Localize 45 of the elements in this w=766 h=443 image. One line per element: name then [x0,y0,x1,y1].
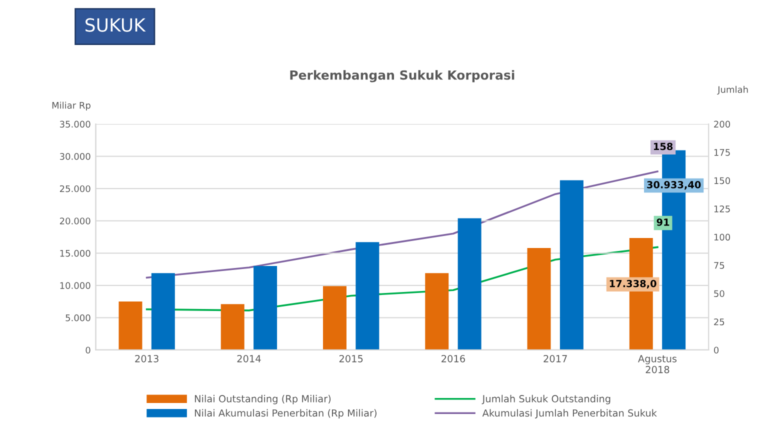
y-tick-label: 0 [86,346,90,354]
y2-tick-label: 0 [714,346,719,354]
bar [118,302,142,350]
data-label: 30.933,40 [647,181,701,190]
y-tick-label: 25.000 [60,185,90,192]
x-tick-label: 2013 [135,355,158,362]
y-tick-label: 35.000 [60,120,90,128]
bar [425,273,449,350]
y2-tick-label: 50 [714,290,724,298]
x-tick-label: 2014 [237,355,261,362]
bar [322,286,346,350]
bar [220,304,244,350]
y2-tick-label: 125 [714,205,730,212]
text: SUKUK [86,18,146,32]
x-tick-label: 2016 [442,355,465,362]
bar [560,180,584,350]
chart-title: Perkembangan Sukuk Korporasi [290,70,514,82]
legend-label: Nilai Akumulasi Penerbitan (Rp Miliar) [194,409,376,419]
y-tick-label: 10.000 [60,282,90,289]
legend-label: Jumlah Sukuk Outstanding [482,394,610,404]
y-tick-label: 30.000 [60,153,90,160]
x-tick-label: 2017 [544,355,567,362]
y2-tick-label: 75 [714,262,724,269]
y2-tick-label: 200 [714,120,730,128]
legend-label: Nilai Outstanding (Rp Miliar) [194,394,331,404]
y2-axis-title: Jumlah [717,86,748,95]
data-label: 158 [654,142,673,150]
bar [151,273,175,350]
y2-tick-label: 100 [714,234,730,241]
y-tick-label: 5.000 [66,314,90,322]
y2-tick-label: 175 [714,149,730,156]
x-tick-label: 2015 [339,355,363,362]
bar [458,218,482,350]
x-tick-label: Agustus 2018 [638,355,677,374]
y2-tick-label: 25 [714,318,724,326]
bar [356,242,380,350]
data-label: 17.338,0 [610,280,656,288]
y2-tick-label: 150 [714,177,730,184]
bar [254,266,278,350]
y-tick-label: 20.000 [60,218,90,224]
data-label: 91 [656,218,670,226]
y-axis-title: Miliar Rp [52,102,90,110]
y-tick-label: 15.000 [60,250,90,257]
legend-label: Akumulasi Jumlah Penerbitan Sukuk [482,409,657,418]
bar [527,248,551,350]
